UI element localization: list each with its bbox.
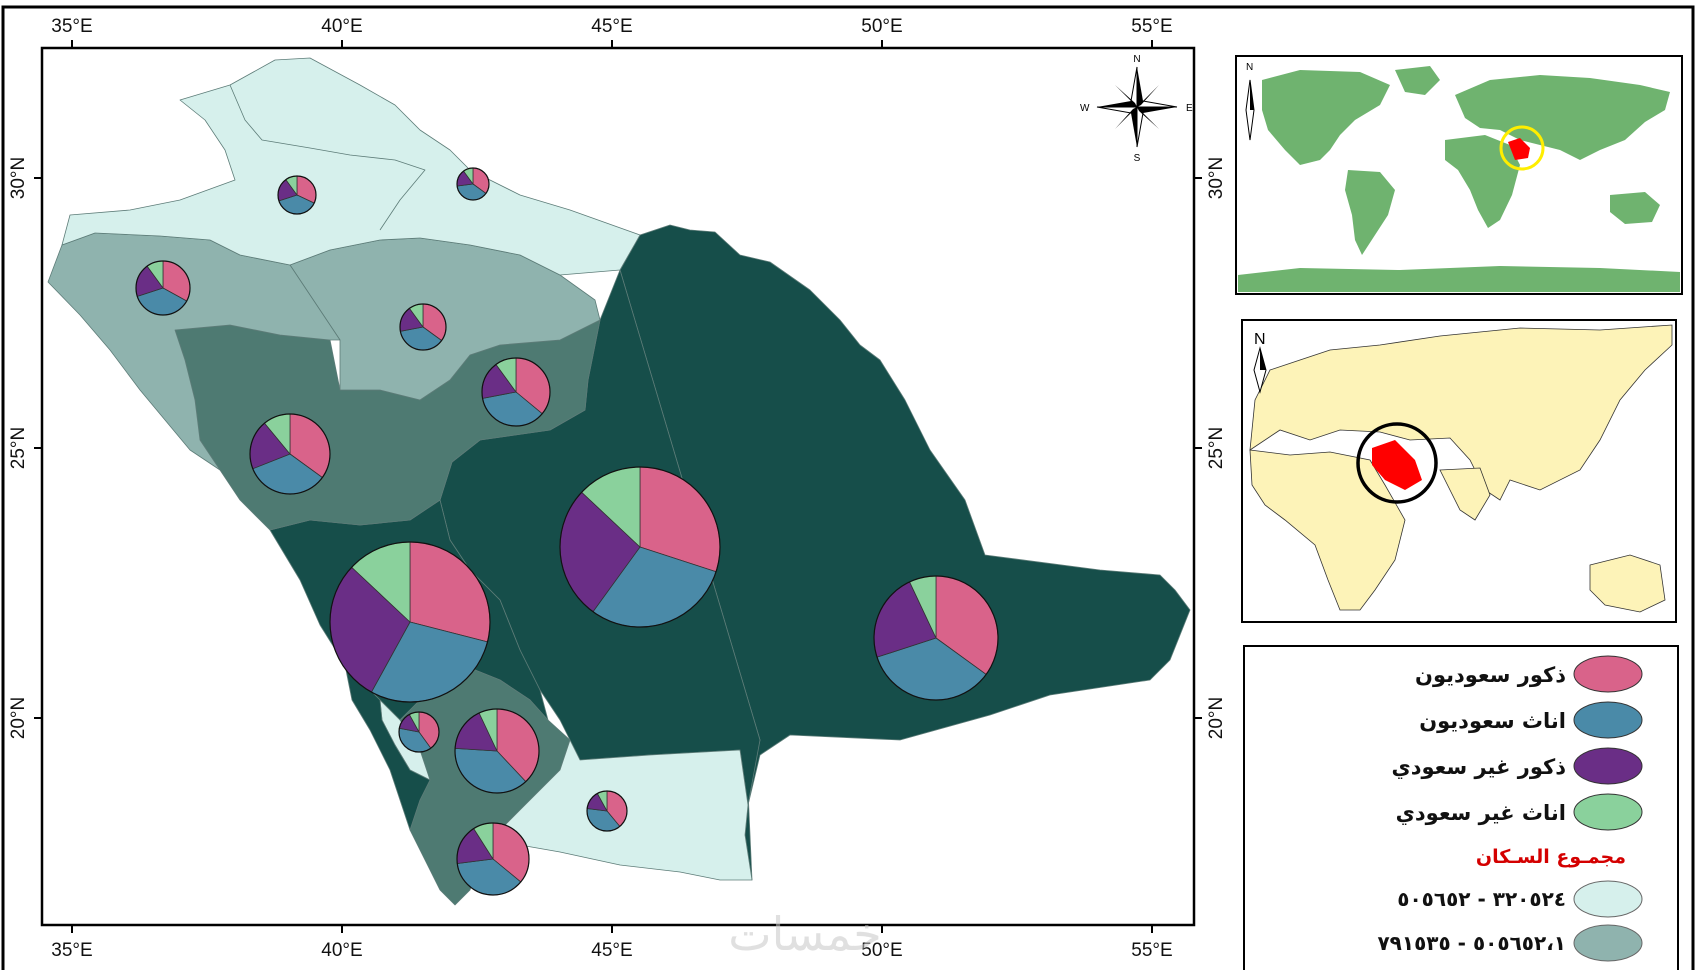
lon-label-top: 55°E bbox=[1131, 16, 1172, 37]
lon-label-bottom: 55°E bbox=[1131, 940, 1172, 961]
pie-north-border bbox=[456, 167, 490, 201]
lat-label-left: 25°N bbox=[8, 427, 29, 469]
pie-outline bbox=[456, 822, 530, 896]
lat-label-right: 30°N bbox=[1206, 157, 1227, 199]
pie-outline bbox=[329, 541, 491, 703]
lon-label-top: 50°E bbox=[861, 16, 902, 37]
world-inset: N bbox=[1235, 55, 1683, 295]
legend-label-nonsaudi-male: ذكور غير سعودي bbox=[1391, 755, 1566, 780]
lon-label-bottom: 45°E bbox=[591, 940, 632, 961]
region-north bbox=[61, 57, 641, 276]
lon-label-bottom: 50°E bbox=[861, 940, 902, 961]
pie-outline bbox=[559, 466, 721, 628]
pie-outline bbox=[277, 175, 317, 215]
continent-eurasia bbox=[1455, 75, 1670, 160]
compass-w: W bbox=[1080, 103, 1090, 114]
world-north-label: N bbox=[1246, 62, 1253, 73]
lat-label-right: 25°N bbox=[1206, 427, 1227, 469]
tick-marks bbox=[34, 40, 1202, 933]
pie-tabuk-north bbox=[277, 175, 317, 215]
locator-circle-region bbox=[1356, 422, 1438, 504]
pie-baha bbox=[398, 711, 440, 753]
pie-asir bbox=[454, 708, 540, 794]
pie-outline bbox=[249, 413, 331, 495]
compass-e: E bbox=[1186, 103, 1193, 114]
pie-riyadh bbox=[559, 466, 721, 628]
legend-swatch-range-1 bbox=[1573, 880, 1643, 918]
region-boundary bbox=[229, 84, 426, 231]
continent-australia bbox=[1610, 192, 1660, 224]
lat-label-right: 20°N bbox=[1206, 697, 1227, 739]
coast-strip bbox=[344, 664, 431, 831]
pie-hail bbox=[399, 303, 447, 351]
watermark: خمسات bbox=[728, 907, 881, 961]
region-north-label: N bbox=[1254, 331, 1266, 348]
pie-outline bbox=[454, 708, 540, 794]
continent-africa bbox=[1445, 135, 1520, 228]
lon-label-top: 40°E bbox=[321, 16, 362, 37]
region-eastern bbox=[619, 224, 1191, 881]
pie-madinah bbox=[249, 413, 331, 495]
south-asia-inset bbox=[1439, 467, 1491, 521]
legend-swatch-saudi-male bbox=[1573, 655, 1643, 693]
pie-charts bbox=[135, 167, 999, 896]
outer-border bbox=[1, 5, 1695, 970]
highlight-saudi-region bbox=[1372, 440, 1422, 490]
lon-label-top: 35°E bbox=[51, 16, 92, 37]
pie-outline bbox=[873, 575, 999, 701]
continent-north-america bbox=[1262, 70, 1390, 165]
legend-label-saudi-male: ذكور سعوديون bbox=[1415, 663, 1566, 687]
region-land bbox=[1249, 324, 1673, 501]
pie-najran bbox=[456, 822, 530, 896]
legend-swatch-range-2 bbox=[1573, 924, 1643, 962]
pie-outline bbox=[399, 303, 447, 351]
compass-s: S bbox=[1134, 153, 1141, 164]
continent-greenland bbox=[1395, 66, 1440, 95]
legend-label-nonsaudi-female: اناث غير سعودي bbox=[1396, 801, 1566, 826]
lat-label-left: 30°N bbox=[8, 157, 29, 199]
pie-outline bbox=[586, 790, 628, 832]
continent-antarctica bbox=[1238, 266, 1680, 292]
compass-n: N bbox=[1133, 54, 1140, 65]
legend-label-range-2: ٥٠٥٦٥٢،١ - ٧٩١٥٣٥ bbox=[1377, 931, 1566, 955]
pie-outline bbox=[135, 260, 191, 316]
pie-outline bbox=[398, 711, 440, 753]
locator-circle-world bbox=[1499, 125, 1545, 171]
legend-swatch-nonsaudi-male bbox=[1573, 747, 1643, 785]
highlight-saudi-world bbox=[1508, 138, 1530, 160]
pie-makkah bbox=[329, 541, 491, 703]
lat-label-left: 20°N bbox=[8, 697, 29, 739]
region-inset: N bbox=[1241, 319, 1677, 623]
legend-label-saudi-female: اناث سعوديون bbox=[1419, 709, 1566, 733]
africa-inset bbox=[1249, 449, 1406, 611]
legend-label-range-1: ٣٢٠٥٢٤ - ٥٠٥٦٥٢ bbox=[1397, 887, 1566, 911]
legend: ذكور سعوديون اناث سعوديون ذكور غير سعودي… bbox=[1243, 645, 1679, 970]
pie-outline bbox=[456, 167, 490, 201]
lon-label-top: 45°E bbox=[591, 16, 632, 37]
pie-tabuk bbox=[135, 260, 191, 316]
lon-label-bottom: 40°E bbox=[321, 940, 362, 961]
legend-population-title: مجمـوع السـكان bbox=[1476, 846, 1626, 868]
continent-south-america bbox=[1345, 170, 1395, 255]
lon-label-bottom: 35°E bbox=[51, 940, 92, 961]
legend-swatch-nonsaudi-female bbox=[1573, 793, 1643, 831]
pie-eastern bbox=[873, 575, 999, 701]
compass-rose: N S E W bbox=[1080, 54, 1193, 164]
australia-inset bbox=[1589, 554, 1666, 613]
pie-outline bbox=[481, 357, 551, 427]
pie-qassim bbox=[481, 357, 551, 427]
pie-jazan bbox=[586, 790, 628, 832]
legend-swatch-saudi-female bbox=[1573, 701, 1643, 739]
